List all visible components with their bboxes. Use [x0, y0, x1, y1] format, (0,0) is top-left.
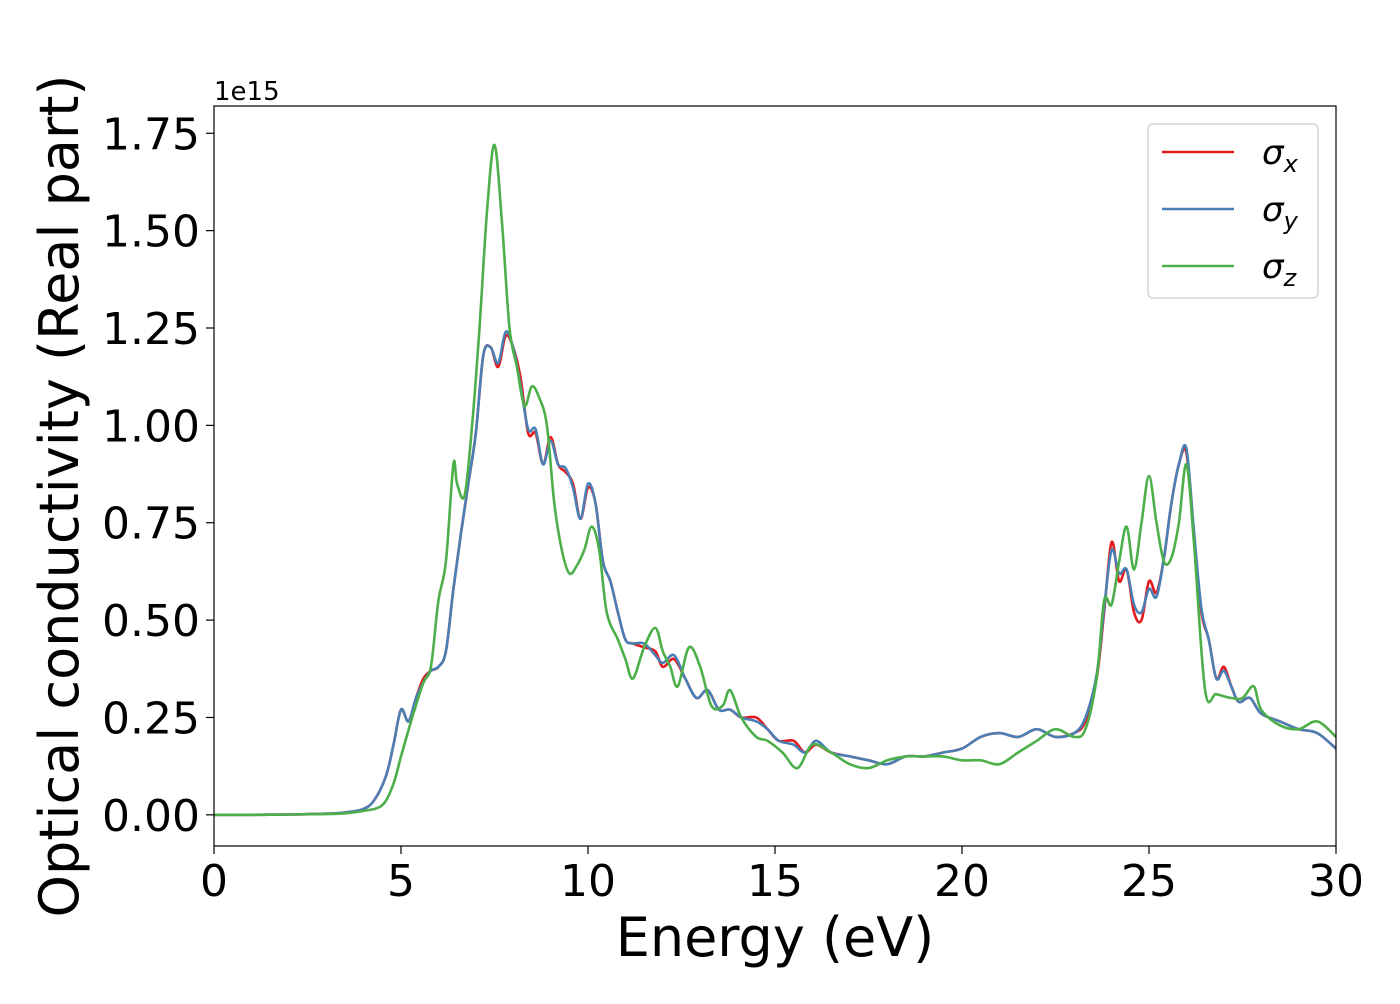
x-tick-label: 10: [560, 856, 616, 907]
x-tick-label: 5: [387, 856, 415, 907]
legend-label-z: σz: [1262, 247, 1298, 292]
legend-symbol: σ: [1262, 133, 1285, 173]
y-axis-ticks: 0.00 0.25 0.50 0.75 1.00 1.25 1.50 1.75: [102, 109, 214, 842]
x-tick-label: 20: [934, 856, 990, 907]
y-tick-label: 0.50: [102, 596, 200, 647]
x-tick-label: 30: [1308, 856, 1364, 907]
series-line-x: [214, 333, 1336, 817]
series-line-z: [214, 143, 1336, 817]
series-line-y: [214, 330, 1336, 817]
x-tick-label: 0: [200, 856, 228, 907]
y-tick-label: 1.00: [102, 401, 200, 452]
y-tick-label: 1.50: [102, 207, 200, 258]
x-tick-label: 15: [747, 856, 803, 907]
legend-subscript: y: [1283, 207, 1299, 235]
legend-subscript: x: [1283, 150, 1299, 178]
y-axis-offset-label: 1e15: [214, 77, 280, 107]
y-tick-label: 0.00: [102, 791, 200, 842]
legend-subscript: z: [1283, 264, 1298, 292]
legend-label-x: σx: [1262, 133, 1299, 178]
legend-label-y: σy: [1262, 190, 1299, 235]
y-tick-label: 0.25: [102, 693, 200, 744]
y-tick-label: 1.25: [102, 304, 200, 355]
y-tick-label: 0.75: [102, 499, 200, 550]
x-tick-label: 25: [1121, 856, 1177, 907]
legend-symbol: σ: [1262, 247, 1285, 287]
x-axis-label: Energy (eV): [616, 906, 935, 969]
x-axis-ticks: 0 5 10 15 20 25 30: [200, 846, 1364, 907]
series-layer: [214, 143, 1336, 817]
y-tick-label: 1.75: [102, 109, 200, 160]
legend-symbol: σ: [1262, 190, 1285, 230]
legend-box: [1147, 123, 1319, 299]
y-axis-label: Optical conductivity (Real part): [28, 75, 91, 918]
